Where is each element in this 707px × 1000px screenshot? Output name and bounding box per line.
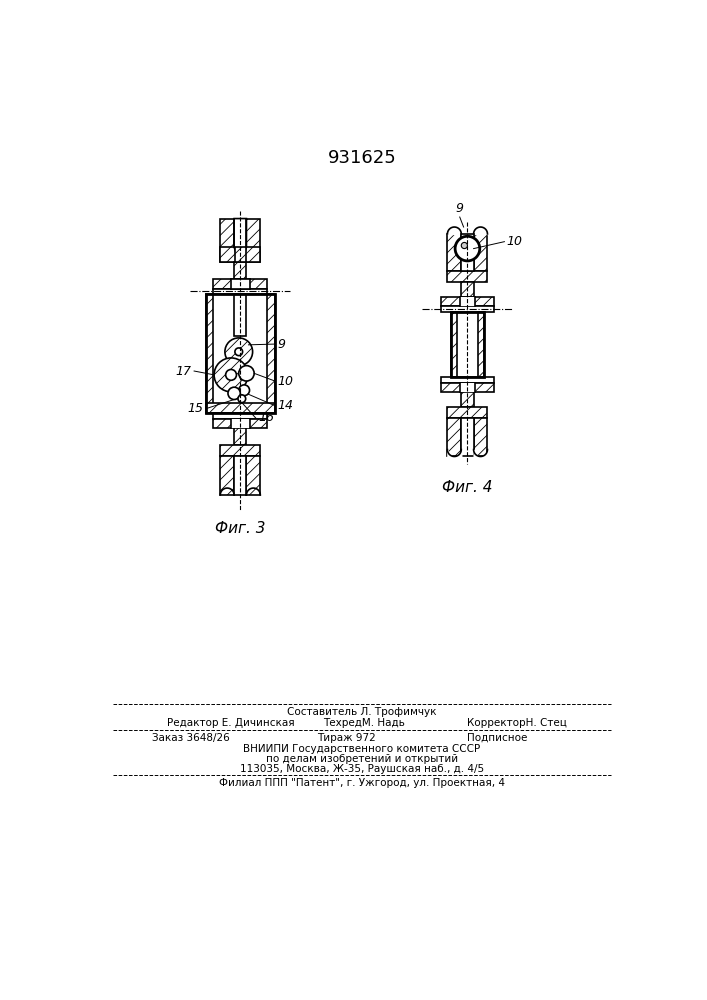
Circle shape — [226, 369, 236, 380]
Bar — [461, 282, 474, 297]
Bar — [247, 219, 260, 262]
Text: Редактор Е. Дичинская: Редактор Е. Дичинская — [167, 718, 295, 728]
Bar — [206, 294, 275, 413]
Bar — [235, 247, 246, 262]
Text: 9: 9 — [456, 202, 464, 215]
Text: Заказ 3648/26: Заказ 3648/26 — [152, 733, 230, 743]
Text: КорректорН. Стец: КорректорН. Стец — [467, 718, 567, 728]
Bar — [441, 306, 493, 312]
Circle shape — [235, 348, 243, 356]
Bar — [221, 456, 234, 495]
Text: 9: 9 — [277, 338, 285, 351]
Bar — [450, 312, 457, 377]
Bar — [461, 234, 474, 271]
Bar — [247, 456, 260, 495]
Bar — [221, 219, 234, 262]
Circle shape — [238, 395, 246, 403]
Text: по делам изобретений и открытий: по делам изобретений и открытий — [266, 754, 458, 764]
Bar — [234, 294, 247, 336]
Circle shape — [228, 387, 240, 400]
Text: Филиал ППП "Патент", г. Ужгород, ул. Проектная, 4: Филиал ППП "Патент", г. Ужгород, ул. Про… — [219, 778, 505, 788]
Text: ТехредМ. Надь: ТехредМ. Надь — [324, 718, 405, 728]
Bar — [441, 377, 493, 383]
Text: 10: 10 — [506, 235, 522, 248]
Bar — [214, 289, 267, 294]
Bar — [450, 312, 484, 377]
Bar — [478, 312, 484, 377]
Bar — [460, 383, 475, 392]
Bar — [460, 297, 475, 306]
Circle shape — [239, 385, 250, 396]
Text: Подписное: Подписное — [467, 733, 528, 743]
Text: 17: 17 — [176, 365, 192, 378]
Bar — [214, 279, 267, 289]
Circle shape — [225, 338, 252, 366]
Bar — [214, 419, 267, 428]
Polygon shape — [234, 219, 247, 255]
Bar — [206, 294, 214, 413]
Text: Фиг. 3: Фиг. 3 — [215, 521, 266, 536]
Bar — [474, 418, 487, 456]
Bar — [231, 279, 250, 289]
Text: 10: 10 — [277, 375, 293, 388]
Bar — [214, 413, 267, 419]
Bar — [221, 445, 260, 456]
Bar — [461, 392, 474, 407]
Circle shape — [239, 366, 254, 381]
Bar — [234, 219, 247, 247]
Bar — [474, 234, 487, 271]
Bar — [221, 247, 260, 262]
Bar — [206, 403, 275, 413]
Bar — [234, 428, 247, 445]
Text: 113035, Москва, Ж-35, Раушская наб., д. 4/5: 113035, Москва, Ж-35, Раушская наб., д. … — [240, 764, 484, 774]
Circle shape — [214, 358, 248, 392]
Text: 15: 15 — [187, 402, 204, 415]
Text: ВНИИПИ Государственного комитета СССР: ВНИИПИ Государственного комитета СССР — [243, 744, 481, 754]
Bar — [461, 418, 474, 456]
Text: Фиг. 4: Фиг. 4 — [442, 480, 493, 495]
Bar — [441, 297, 493, 306]
Text: Тираж 972: Тираж 972 — [317, 733, 376, 743]
Circle shape — [461, 242, 467, 249]
Bar — [448, 418, 461, 456]
Text: Составитель Л. Трофимчук: Составитель Л. Трофимчук — [287, 707, 437, 717]
Text: 14: 14 — [277, 399, 293, 412]
Circle shape — [455, 236, 480, 261]
Text: 931625: 931625 — [327, 149, 397, 167]
Bar — [267, 294, 275, 413]
Bar — [234, 456, 247, 495]
Bar — [448, 234, 461, 271]
Bar — [448, 407, 487, 418]
Bar — [234, 262, 247, 279]
Text: 16: 16 — [258, 411, 274, 424]
Bar — [231, 419, 250, 428]
Bar — [441, 383, 493, 392]
Bar — [448, 271, 487, 282]
